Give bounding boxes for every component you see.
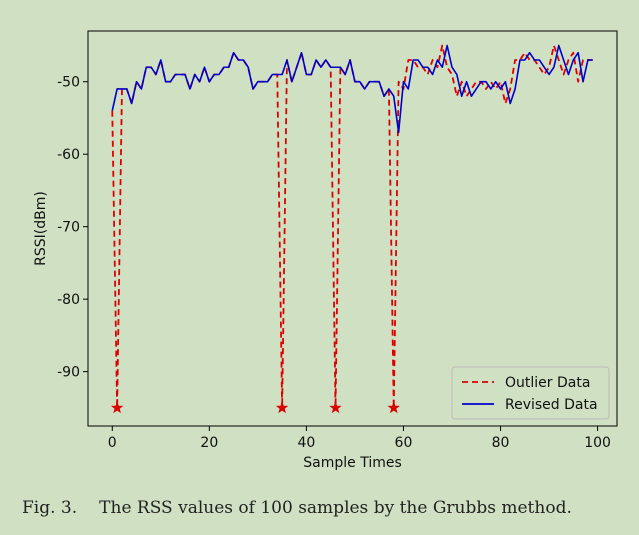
y-tick-label: -60 (57, 147, 80, 163)
series-lines (111, 44, 593, 409)
x-axis-label: Sample Times (303, 455, 402, 471)
x-tick-label: 60 (395, 435, 413, 451)
outlier-star-marker (110, 401, 124, 414)
y-tick-label: -50 (57, 75, 80, 91)
x-tick-label: 100 (584, 435, 611, 451)
x-tick-label: 0 (108, 435, 117, 451)
plot-area (87, 30, 618, 427)
legend: Outlier Data Revised Data (451, 366, 610, 420)
outlier-star-marker (387, 401, 400, 414)
series-line-revised (111, 44, 593, 134)
figure-caption: Fig. 3. The RSS values of 100 samples by … (22, 498, 572, 518)
rssi-line-chart: 0 20 40 60 80 100 -90 -80 -70 -60 -50 Sample Times… (33, 30, 618, 471)
y-tick-label: -70 (57, 220, 80, 236)
x-tick-label: 20 (200, 435, 218, 451)
axis-ticks: 0 20 40 60 80 100 -90 -80 -70 -60 -50 (57, 75, 611, 451)
outlier-star-marker (329, 401, 342, 414)
y-axis-label: RSSI(dBm) (33, 191, 49, 266)
legend-entry-revised: Revised Data (505, 397, 598, 413)
x-tick-label: 80 (492, 435, 510, 451)
outlier-star-marker (275, 401, 289, 414)
outlier-markers (110, 401, 400, 414)
legend-box (451, 366, 610, 420)
legend-entry-outlier: Outlier Data (505, 375, 590, 391)
x-tick-label: 40 (297, 435, 315, 451)
y-tick-label: -90 (57, 365, 80, 381)
caption-text: The RSS values of 100 samples by the Gru… (99, 498, 572, 518)
caption-label: Fig. 3. (22, 498, 78, 518)
y-tick-label: -80 (57, 292, 80, 308)
